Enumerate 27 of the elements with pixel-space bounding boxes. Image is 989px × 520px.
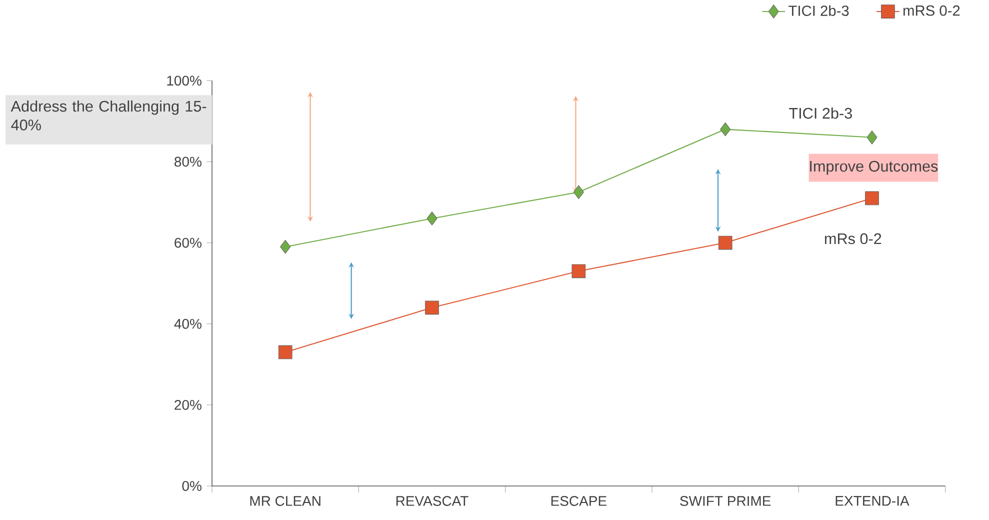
annotation: TICI 2b-3	[789, 107, 852, 119]
y-tick-label: 80%	[174, 156, 202, 167]
y-tick-label: 0%	[182, 481, 202, 491]
x-tick-label: REVASCAT	[396, 496, 468, 506]
point	[718, 236, 732, 250]
annotation: mRs 0-2	[824, 233, 882, 244]
point	[278, 345, 292, 360]
y-tick-label: 100%	[167, 76, 202, 86]
legend-label: mRS 0-2	[904, 5, 960, 16]
point	[426, 212, 438, 226]
point	[425, 300, 439, 315]
point	[573, 185, 584, 200]
y-tick-label: 60%	[174, 238, 202, 248]
point	[720, 122, 731, 136]
text: Address the Challenging 15-40%	[10, 100, 206, 130]
y-tick-label: 20%	[174, 400, 202, 410]
annotation: Improve Outcomes	[810, 160, 938, 175]
point	[280, 240, 291, 254]
x-tick-label: EXTEND-IA	[836, 496, 910, 506]
x-tick-label: ESCAPE	[551, 496, 606, 506]
point	[865, 191, 879, 206]
x-tick-label: SWIFT PRIME	[680, 496, 771, 506]
x-tick-label: MR CLEAN	[250, 496, 320, 506]
y-tick-label: 40%	[174, 318, 202, 329]
legend-label: TICI 2b-3	[788, 5, 849, 16]
point	[572, 264, 586, 278]
point	[866, 130, 878, 144]
